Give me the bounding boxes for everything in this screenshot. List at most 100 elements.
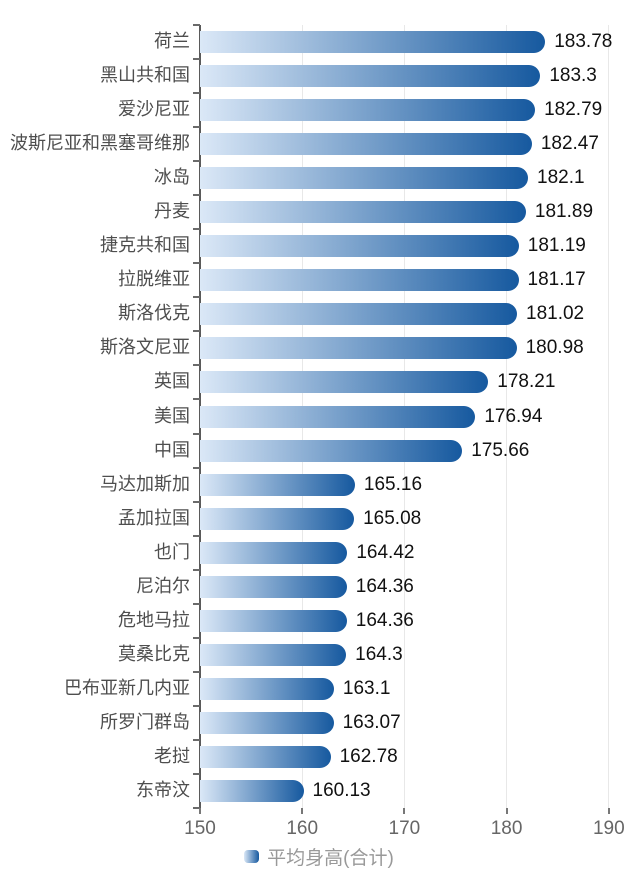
value-label: 164.36 bbox=[355, 575, 414, 597]
bar[interactable] bbox=[200, 575, 347, 598]
category-tick bbox=[193, 58, 200, 61]
bar[interactable] bbox=[200, 473, 355, 496]
value-label: 164.3 bbox=[355, 643, 403, 665]
gridline bbox=[608, 25, 610, 808]
bar[interactable] bbox=[200, 65, 541, 88]
bar[interactable] bbox=[200, 201, 526, 224]
bar[interactable] bbox=[200, 337, 517, 360]
category-label: 莫桑比克 bbox=[118, 643, 190, 664]
value-label: 181.89 bbox=[534, 201, 594, 223]
category-label: 马达加斯加 bbox=[100, 473, 190, 494]
category-label: 捷克共和国 bbox=[100, 235, 190, 256]
category-tick bbox=[193, 772, 200, 775]
value-label: 182.79 bbox=[544, 99, 603, 121]
x-axis-tick bbox=[403, 808, 406, 814]
bar[interactable] bbox=[200, 303, 518, 326]
value-label: 183.3 bbox=[549, 65, 597, 87]
bar[interactable] bbox=[200, 541, 348, 564]
category-label: 爱沙尼亚 bbox=[118, 99, 190, 120]
x-axis-tick bbox=[301, 808, 304, 814]
category-tick bbox=[193, 602, 200, 605]
category-label: 荷兰 bbox=[154, 31, 190, 52]
category-label: 英国 bbox=[154, 371, 190, 392]
category-tick bbox=[193, 466, 200, 469]
category-tick bbox=[193, 160, 200, 163]
category-label: 老挝 bbox=[154, 745, 190, 766]
value-label: 175.66 bbox=[471, 439, 530, 461]
category-tick bbox=[193, 330, 200, 333]
category-label: 东帝汶 bbox=[136, 779, 190, 800]
value-label: 181.02 bbox=[526, 303, 585, 325]
legend-swatch-icon bbox=[244, 850, 260, 863]
x-axis-tick bbox=[505, 808, 508, 814]
value-label: 160.13 bbox=[312, 779, 371, 801]
legend-item[interactable]: 平均身高(合计) bbox=[0, 843, 638, 870]
value-label: 164.36 bbox=[355, 609, 414, 631]
value-label: 176.94 bbox=[484, 405, 543, 427]
x-axis-tick bbox=[607, 808, 610, 814]
value-label: 165.08 bbox=[363, 507, 422, 529]
value-label: 181.17 bbox=[527, 269, 586, 291]
category-tick bbox=[193, 126, 200, 129]
bar[interactable] bbox=[200, 711, 334, 734]
bar[interactable] bbox=[200, 745, 331, 768]
bar[interactable] bbox=[200, 609, 347, 632]
category-tick bbox=[193, 296, 200, 299]
bar[interactable] bbox=[200, 507, 355, 530]
gridline bbox=[506, 25, 508, 808]
category-tick bbox=[193, 568, 200, 571]
category-tick bbox=[193, 636, 200, 639]
category-label: 危地马拉 bbox=[118, 609, 190, 630]
x-axis-tick-label: 160 bbox=[286, 818, 319, 839]
value-label: 182.47 bbox=[540, 133, 599, 155]
bar[interactable] bbox=[200, 439, 463, 462]
category-tick bbox=[193, 262, 200, 265]
bar[interactable] bbox=[200, 167, 529, 190]
category-tick bbox=[193, 398, 200, 401]
category-label: 尼泊尔 bbox=[136, 575, 190, 596]
category-label: 也门 bbox=[154, 541, 190, 562]
bar[interactable] bbox=[200, 235, 519, 258]
category-tick bbox=[193, 500, 200, 503]
category-tick bbox=[193, 364, 200, 367]
value-label: 165.16 bbox=[363, 473, 423, 495]
value-label: 180.98 bbox=[525, 337, 584, 359]
category-tick bbox=[193, 92, 200, 95]
category-label: 斯洛文尼亚 bbox=[100, 337, 190, 358]
category-tick bbox=[193, 738, 200, 741]
category-tick bbox=[193, 432, 200, 435]
category-label: 黑山共和国 bbox=[100, 65, 190, 86]
bar[interactable] bbox=[200, 405, 476, 428]
value-label: 163.07 bbox=[342, 711, 401, 733]
bar[interactable] bbox=[200, 779, 304, 802]
bar[interactable] bbox=[200, 133, 532, 156]
category-tick bbox=[193, 194, 200, 197]
bar[interactable] bbox=[200, 269, 519, 292]
category-label: 中国 bbox=[154, 439, 190, 460]
bar[interactable] bbox=[200, 31, 546, 54]
category-label: 孟加拉国 bbox=[118, 507, 190, 528]
category-tick bbox=[193, 24, 200, 26]
category-tick bbox=[193, 670, 200, 673]
value-label: 182.1 bbox=[537, 167, 585, 189]
x-axis-tick-label: 170 bbox=[388, 818, 421, 839]
category-label: 斯洛伐克 bbox=[118, 303, 190, 324]
bar[interactable] bbox=[200, 99, 536, 122]
category-label: 丹麦 bbox=[154, 201, 190, 222]
value-label: 162.78 bbox=[339, 745, 398, 767]
x-axis-tick bbox=[199, 808, 201, 814]
category-tick bbox=[193, 228, 200, 231]
category-label: 拉脱维亚 bbox=[118, 269, 190, 290]
x-axis-tick-label: 190 bbox=[592, 818, 625, 839]
x-axis-tick-label: 180 bbox=[490, 818, 523, 839]
category-label: 冰岛 bbox=[154, 167, 190, 188]
bar[interactable] bbox=[200, 643, 347, 666]
category-tick bbox=[193, 534, 200, 537]
category-tick bbox=[193, 807, 200, 809]
category-label: 所罗门群岛 bbox=[100, 711, 190, 732]
bar[interactable] bbox=[200, 371, 489, 394]
bar[interactable] bbox=[200, 677, 334, 700]
category-label: 美国 bbox=[154, 405, 190, 426]
